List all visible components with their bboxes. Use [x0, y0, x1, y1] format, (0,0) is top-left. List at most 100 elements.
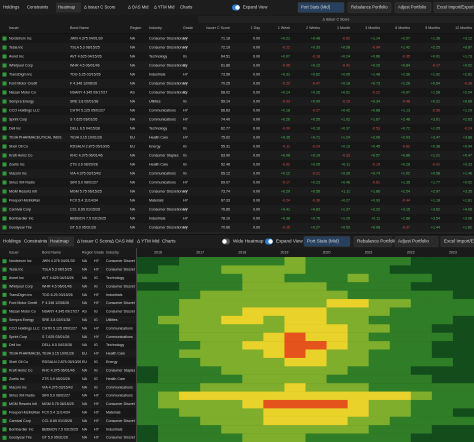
button[interactable] [297, 2, 345, 13]
row-checkbox[interactable] [2, 393, 7, 398]
row-checkbox[interactable] [2, 284, 7, 289]
row-checkbox[interactable] [2, 376, 7, 381]
table-row[interactable] [0, 425, 136, 434]
table-row[interactable] [0, 142, 474, 151]
table-row[interactable] [0, 88, 474, 97]
tab[interactable]: Charts [180, 5, 192, 10]
row-checkbox[interactable] [2, 90, 7, 95]
row-checkbox[interactable] [2, 63, 7, 68]
row-checkbox[interactable] [2, 326, 7, 331]
row-checkbox[interactable] [2, 81, 7, 86]
table-row[interactable] [0, 97, 474, 106]
tab[interactable]: Holdings [3, 239, 22, 244]
button[interactable] [353, 236, 393, 247]
table-row[interactable] [0, 366, 136, 375]
row-checkbox[interactable] [2, 207, 7, 212]
table-row[interactable] [0, 169, 474, 178]
button[interactable] [433, 2, 474, 13]
table-row[interactable] [0, 151, 474, 160]
row-checkbox[interactable] [2, 108, 7, 113]
table-row[interactable] [0, 349, 136, 358]
table-row[interactable] [0, 383, 136, 392]
table-row[interactable] [0, 408, 136, 417]
row-checkbox[interactable] [2, 427, 7, 432]
row-checkbox[interactable] [2, 189, 7, 194]
table-row[interactable] [0, 196, 474, 205]
button[interactable] [394, 236, 439, 247]
table-row[interactable] [0, 79, 474, 88]
tab[interactable]: Charts [162, 239, 176, 244]
tab[interactable]: Δ YTM Mid [154, 5, 175, 10]
row-checkbox[interactable] [2, 343, 7, 348]
row-checkbox[interactable] [2, 276, 7, 281]
table-row[interactable] [0, 315, 136, 325]
table-row[interactable] [0, 391, 136, 400]
tab[interactable]: Heatmap [58, 5, 76, 10]
table-row[interactable] [0, 341, 136, 350]
row-checkbox[interactable] [2, 171, 7, 176]
button[interactable] [347, 2, 392, 13]
row-checkbox[interactable] [2, 162, 7, 167]
tab[interactable]: Constraints [27, 5, 48, 10]
row-checkbox[interactable] [2, 435, 7, 440]
table-row[interactable] [0, 133, 474, 142]
row-checkbox[interactable] [2, 117, 7, 122]
row-checkbox[interactable] [2, 292, 7, 297]
row-checkbox[interactable] [2, 301, 7, 306]
table-row[interactable] [0, 357, 136, 367]
tab[interactable]: Holdings [3, 5, 19, 10]
row-checkbox[interactable] [2, 225, 7, 230]
table-row[interactable] [0, 374, 136, 384]
table-row[interactable] [0, 178, 474, 187]
row-checkbox[interactable] [2, 334, 7, 339]
table-row[interactable] [0, 106, 474, 115]
row-checkbox[interactable] [2, 72, 7, 77]
row-checkbox[interactable] [2, 54, 7, 59]
table-row[interactable] [0, 34, 474, 43]
button[interactable] [440, 236, 474, 247]
row-checkbox[interactable] [2, 402, 7, 407]
table-row[interactable] [0, 307, 136, 316]
row-checkbox[interactable] [2, 180, 7, 185]
row-checkbox[interactable] [2, 418, 7, 423]
table-row[interactable] [0, 214, 474, 223]
row-checkbox[interactable] [2, 144, 7, 149]
table-row[interactable] [0, 273, 136, 283]
table-row[interactable] [0, 115, 474, 124]
tab[interactable]: Constraints [24, 239, 48, 244]
table-row[interactable] [0, 299, 136, 308]
row-checkbox[interactable] [2, 351, 7, 356]
table-row[interactable] [0, 70, 474, 79]
table-row[interactable] [0, 61, 474, 70]
row-checkbox[interactable] [2, 216, 7, 221]
table-row[interactable] [0, 324, 136, 333]
button[interactable] [303, 236, 351, 247]
table-row[interactable] [0, 290, 136, 300]
tab[interactable]: Δ Issuer C Score [84, 5, 116, 10]
row-checkbox[interactable] [2, 198, 7, 203]
tab[interactable]: Heatmap [50, 239, 69, 244]
row-checkbox[interactable] [2, 410, 7, 415]
table-row[interactable] [0, 433, 136, 442]
table-row[interactable] [0, 416, 136, 426]
row-checkbox[interactable] [2, 135, 7, 140]
row-checkbox[interactable] [2, 267, 7, 272]
tab[interactable]: Δ OAS Mid [111, 239, 134, 244]
tab[interactable]: Δ YTM Mid [137, 239, 160, 244]
table-row[interactable] [0, 399, 136, 409]
row-checkbox[interactable] [2, 368, 7, 373]
table-row[interactable] [0, 124, 474, 133]
button[interactable] [394, 2, 432, 13]
row-checkbox[interactable] [2, 259, 7, 264]
table-row[interactable] [0, 160, 474, 169]
table-row[interactable] [0, 332, 136, 342]
row-checkbox[interactable] [2, 45, 7, 50]
table-row[interactable] [0, 52, 474, 61]
table-row[interactable] [0, 265, 136, 274]
row-checkbox[interactable] [2, 153, 7, 158]
tab[interactable]: Δ Issuer C Score [77, 239, 112, 244]
row-checkbox[interactable] [2, 126, 7, 131]
table-row[interactable] [0, 257, 136, 266]
row-checkbox[interactable] [2, 99, 7, 104]
table-row[interactable] [0, 43, 474, 52]
